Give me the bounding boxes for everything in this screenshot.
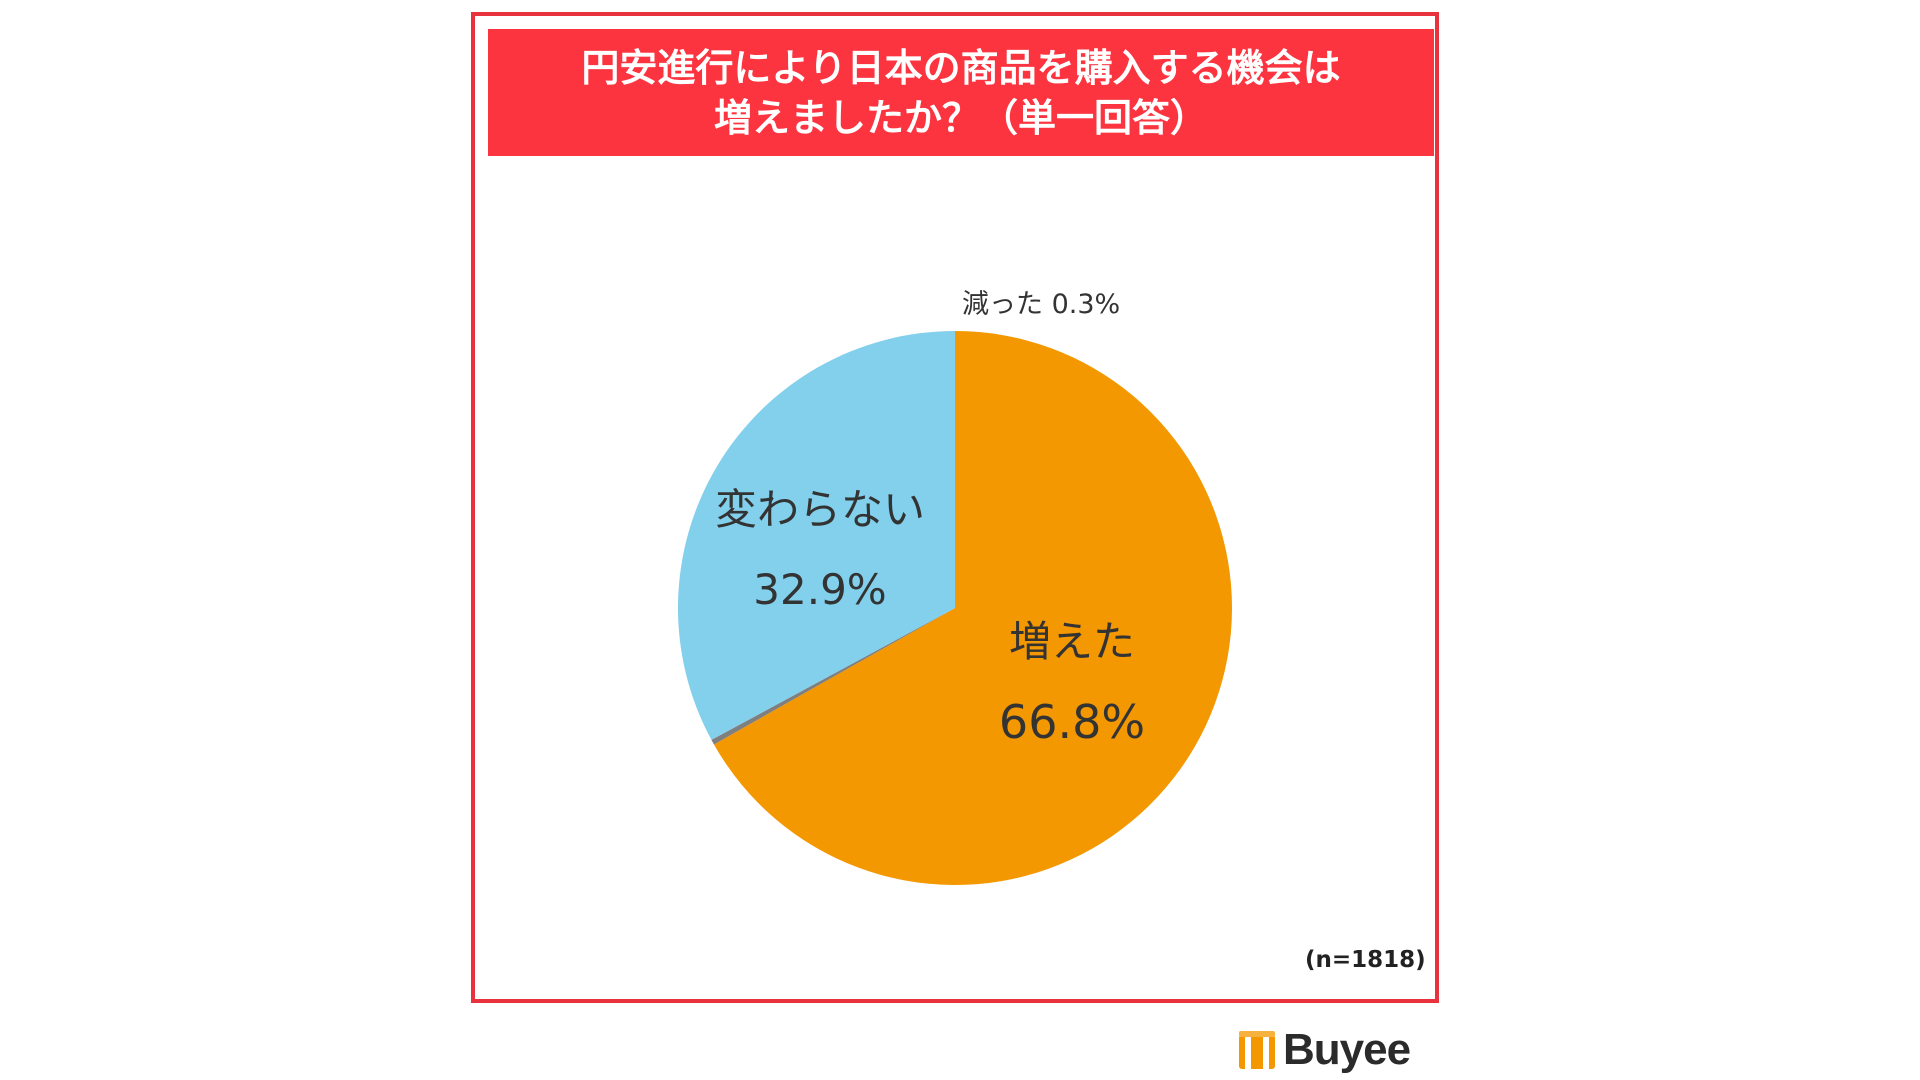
pie-slice-0 xyxy=(713,331,1232,885)
slice-label-2: 変わらない xyxy=(715,485,925,534)
chart-title-line-2: 増えましたか？（単一回答） xyxy=(713,95,1208,140)
slice-value-0: 66.8% xyxy=(999,695,1145,749)
title-banner: 円安進行により日本の商品を購入する機会は 増えましたか？（単一回答） xyxy=(488,29,1434,156)
buyee-logo: Buyee xyxy=(1237,1024,1411,1076)
box-icon xyxy=(1239,1031,1275,1069)
sample-size-note: (n=1818) xyxy=(1305,947,1426,973)
logo-text: Buyee xyxy=(1283,1025,1411,1074)
slice-label-0: 増えた xyxy=(1009,617,1135,666)
pie-slice-2 xyxy=(677,331,955,740)
pie-slice-1 xyxy=(711,608,955,745)
slice-value-2: 32.9% xyxy=(753,565,886,614)
slice-label-decreased: 減った 0.3% xyxy=(962,289,1121,320)
chart-title-line-1: 円安進行により日本の商品を購入する機会は xyxy=(581,45,1341,90)
